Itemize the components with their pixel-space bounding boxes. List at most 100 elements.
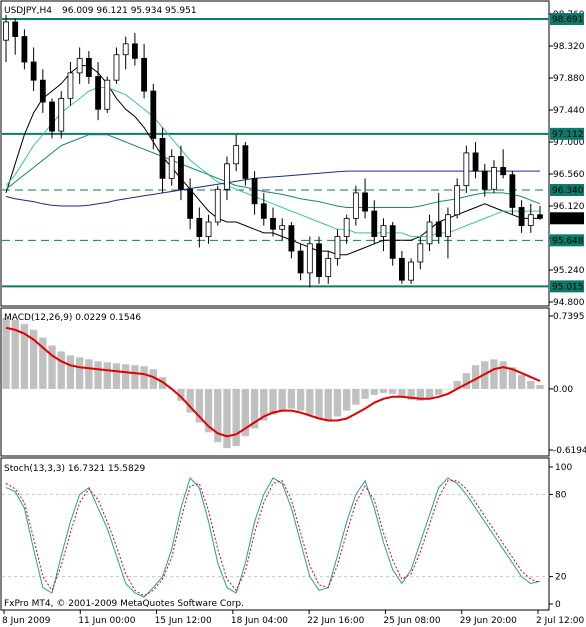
candle-body [527,214,534,227]
price-tick-label: 97.000 [553,138,585,148]
candle-body [472,152,479,172]
price-axis: 98.76098.32097.88097.44097.00096.56096.1… [549,10,585,308]
candle-body [352,192,359,219]
macd-bar [361,388,369,399]
price-level-label: 95.015 [552,282,584,292]
macd-bar [186,388,194,413]
candle-body [76,57,83,74]
macd-bar [103,362,111,389]
macd-bar [462,373,471,389]
macd-bar [490,359,498,389]
candle-body [141,57,148,92]
copyright-text: FxPro MT4, © 2001-2009 MetaQuotes Softwa… [4,599,244,609]
price-tick-label: 96.120 [553,202,585,212]
macd-bar [75,357,84,389]
macd-bar [453,381,461,389]
candle-body [426,221,433,245]
macd-bar [398,388,406,397]
stoch-tick-label: 100 [555,463,572,473]
candle-body [463,152,470,187]
price-tick-label: 97.440 [553,106,585,116]
macd-bar [352,388,360,405]
macd-bar [149,369,157,389]
candle-body [113,54,120,81]
price-tick-label: 95.240 [553,266,585,276]
candle-body [445,214,451,237]
ma-line [5,134,541,208]
candle-body [187,188,194,219]
candle-body [49,101,55,132]
macd-bar [20,323,29,389]
candle-body [95,76,101,110]
macd-bar [195,388,204,423]
ma-line [5,87,540,237]
symbol-title: USDJPY,H4 [4,6,52,16]
price-level-tag [550,13,584,26]
macd-tick-label: 0.00 [553,385,573,395]
macd-bar [527,381,535,389]
price-panel [0,0,550,307]
current-price-tag [550,212,584,225]
candle-body [362,192,368,212]
macd-bar [250,388,259,429]
macd-bar [315,388,323,419]
macd-bar [287,388,296,409]
candle-body [343,217,350,237]
time-tick-label: 25 Jun 08:00 [383,616,440,626]
stoch-axis: 100 80 20 0 [549,463,572,610]
stoch-tick-label: 0 [555,600,561,610]
macd-signal-line [5,326,541,438]
macd-bar [85,359,93,389]
candle-body [435,221,442,237]
macd-bar [140,366,148,389]
macd-bar [269,388,277,415]
candle-body [122,43,129,56]
time-tick-label: 11 Jun 00:00 [78,616,135,626]
macd-bar [232,388,240,447]
macd-bar [2,317,10,389]
price-tick-label: 97.880 [553,74,585,84]
macd-bar [57,351,65,389]
macd-bar [416,388,424,401]
macd-bar [389,388,397,394]
macd-bar [66,355,75,389]
macd-title: MACD(12,26,9) 0.0229 0.1546 [4,313,141,323]
candle-body [481,170,488,190]
macd-bar [223,388,231,449]
current-price-label: 95.951 [552,214,584,224]
price-level-tag [550,234,584,247]
candle-body [509,174,516,208]
candle-body [491,167,497,190]
price-level-label: 95.648 [552,236,584,246]
candlesticks [3,14,543,288]
price-level-label: 98.691 [552,15,584,25]
price-tick-label: 96.560 [553,170,585,180]
stoch-main-line [5,477,541,598]
candle-body [500,167,507,176]
price-tick-label: 94.800 [553,298,585,308]
stoch-panel [0,457,550,611]
price-level-label: 97.112 [552,130,584,140]
macd-axis: 0.7395 0.00 -0.6194 [549,312,586,456]
macd-bar [370,388,378,395]
price-level-tag [550,184,584,196]
candle-body [150,90,157,139]
macd-histogram [2,317,544,449]
macd-bar [94,361,102,389]
macd-bar [177,388,185,401]
macd-bar [407,388,415,400]
time-tick-label: 8 Jun 2009 [2,616,51,626]
price-level-tag [550,280,584,293]
candle-body [178,156,184,190]
macd-bar [444,388,452,390]
macd-bar [241,388,250,437]
macd-tick-label: -0.6194 [553,446,586,456]
candle-body [389,225,396,259]
candle-body [21,36,28,63]
candle-body [67,72,74,99]
stoch-tick-label: 20 [555,573,567,583]
macd-bar [39,337,47,389]
candle-body [58,97,65,132]
candle-body [205,221,212,237]
